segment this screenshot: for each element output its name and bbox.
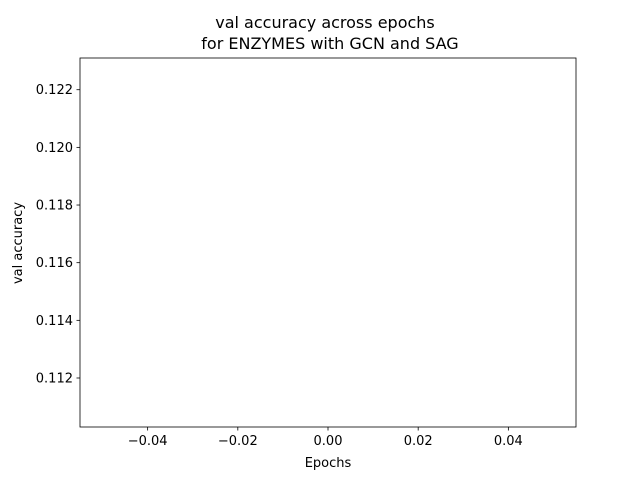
y-tick-label: 0.114: [36, 314, 73, 329]
x-tick-label: −0.04: [128, 434, 168, 449]
x-axis-label: Epochs: [305, 456, 352, 471]
chart-title: val accuracy across epochs: [215, 13, 435, 32]
x-tick-label: 0.02: [404, 434, 433, 449]
x-tick-label: 0.04: [494, 434, 523, 449]
y-axis-label: val accuracy: [11, 202, 26, 284]
y-tick-label: 0.116: [36, 256, 73, 271]
chart-subtitle: for ENZYMES with GCN and SAG: [201, 34, 458, 53]
y-tick-label: 0.118: [36, 199, 73, 214]
x-axis-ticks: −0.04 −0.02 0.00 0.02 0.04: [128, 427, 523, 449]
x-tick-label: 0.00: [314, 434, 343, 449]
y-axis-ticks: 0.112 0.114 0.116 0.118 0.120 0.122: [36, 83, 80, 386]
y-tick-label: 0.112: [36, 371, 73, 386]
y-tick-label: 0.120: [36, 141, 73, 156]
y-tick-label: 0.122: [36, 83, 73, 98]
x-tick-label: −0.02: [218, 434, 258, 449]
